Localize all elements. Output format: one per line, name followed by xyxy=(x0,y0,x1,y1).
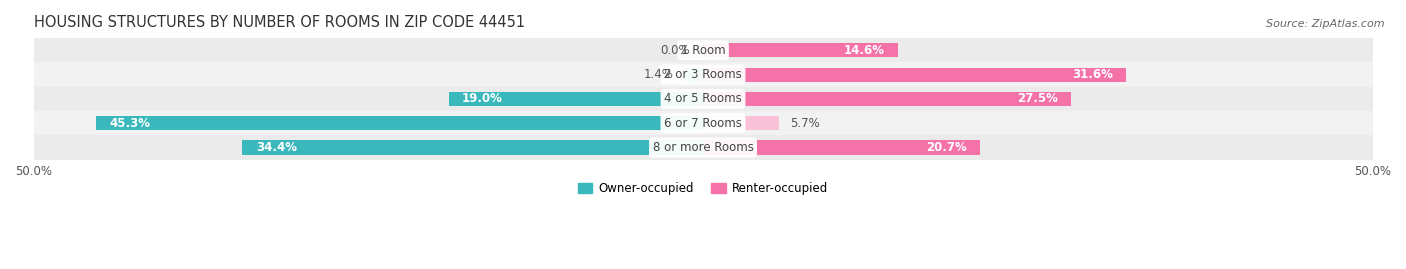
Text: 1 Room: 1 Room xyxy=(681,44,725,57)
Bar xyxy=(703,140,980,155)
Bar xyxy=(449,92,703,106)
Text: 31.6%: 31.6% xyxy=(1071,68,1112,81)
Text: 0.0%: 0.0% xyxy=(659,44,689,57)
Bar xyxy=(703,68,1126,82)
Bar xyxy=(34,38,1372,62)
Text: 1.4%: 1.4% xyxy=(644,68,673,81)
Bar xyxy=(242,140,703,155)
Text: 20.7%: 20.7% xyxy=(927,141,967,154)
Text: 6 or 7 Rooms: 6 or 7 Rooms xyxy=(664,117,742,130)
Bar xyxy=(703,92,1071,106)
Text: 27.5%: 27.5% xyxy=(1017,92,1057,105)
Text: 2 or 3 Rooms: 2 or 3 Rooms xyxy=(664,68,742,81)
Bar xyxy=(685,68,703,82)
Bar xyxy=(97,116,703,130)
Text: 4 or 5 Rooms: 4 or 5 Rooms xyxy=(664,92,742,105)
Text: 34.4%: 34.4% xyxy=(256,141,297,154)
Bar xyxy=(34,111,1372,135)
Bar xyxy=(703,116,779,130)
Text: HOUSING STRUCTURES BY NUMBER OF ROOMS IN ZIP CODE 44451: HOUSING STRUCTURES BY NUMBER OF ROOMS IN… xyxy=(34,15,524,30)
Text: 19.0%: 19.0% xyxy=(463,92,503,105)
Text: 14.6%: 14.6% xyxy=(844,44,886,57)
Text: 8 or more Rooms: 8 or more Rooms xyxy=(652,141,754,154)
Text: 5.7%: 5.7% xyxy=(790,117,820,130)
Text: 45.3%: 45.3% xyxy=(110,117,150,130)
Bar xyxy=(703,43,898,57)
Bar xyxy=(34,62,1372,87)
Legend: Owner-occupied, Renter-occupied: Owner-occupied, Renter-occupied xyxy=(574,178,832,200)
Bar xyxy=(34,135,1372,160)
Bar xyxy=(34,87,1372,111)
Text: Source: ZipAtlas.com: Source: ZipAtlas.com xyxy=(1267,19,1385,29)
